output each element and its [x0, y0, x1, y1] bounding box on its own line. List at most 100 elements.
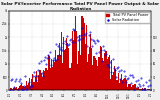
Bar [93, 56, 95, 90]
Bar [104, 52, 105, 90]
Bar [64, 50, 65, 90]
Bar [105, 51, 107, 90]
Bar [80, 55, 81, 90]
Bar [24, 87, 25, 90]
Bar [65, 49, 66, 90]
Bar [39, 70, 40, 90]
Bar [52, 67, 53, 90]
Bar [60, 55, 61, 90]
Bar [25, 86, 26, 90]
Bar [108, 57, 109, 90]
Bar [122, 80, 123, 90]
Bar [43, 70, 44, 90]
Bar [49, 56, 50, 90]
Bar [102, 58, 103, 90]
Bar [54, 62, 55, 90]
Bar [129, 84, 131, 90]
Bar [144, 88, 145, 90]
Bar [97, 66, 98, 90]
Bar [28, 83, 29, 90]
Bar [90, 34, 91, 90]
Bar [145, 88, 146, 90]
Bar [31, 79, 32, 90]
Bar [128, 84, 129, 90]
Bar [131, 87, 132, 90]
Bar [13, 88, 14, 90]
Bar [99, 57, 100, 90]
Bar [125, 78, 126, 90]
Bar [73, 40, 74, 90]
Bar [110, 79, 111, 90]
Bar [103, 61, 104, 90]
Bar [107, 59, 108, 90]
Bar [27, 85, 28, 90]
Bar [84, 23, 85, 90]
Bar [134, 84, 135, 90]
Bar [100, 46, 101, 90]
Bar [55, 50, 56, 90]
Bar [111, 60, 112, 90]
Bar [56, 60, 57, 90]
Bar [87, 62, 88, 90]
Bar [119, 83, 120, 90]
Bar [113, 72, 114, 90]
Bar [40, 70, 41, 90]
Bar [57, 55, 59, 90]
Bar [114, 66, 115, 90]
Bar [71, 63, 72, 90]
Bar [38, 75, 39, 90]
Bar [109, 55, 110, 90]
Bar [77, 64, 78, 90]
Bar [20, 85, 21, 90]
Bar [96, 60, 97, 90]
Bar [79, 35, 80, 90]
Bar [124, 78, 125, 90]
Bar [76, 30, 77, 90]
Bar [115, 69, 116, 90]
Bar [30, 86, 31, 90]
Bar [140, 89, 142, 90]
Bar [45, 68, 47, 90]
Bar [98, 57, 99, 90]
Legend: Total PV Panel Power, Solar Radiation: Total PV Panel Power, Solar Radiation [105, 12, 150, 23]
Bar [120, 79, 121, 90]
Bar [36, 71, 37, 90]
Bar [101, 47, 102, 90]
Bar [74, 30, 75, 90]
Bar [15, 88, 16, 90]
Bar [12, 89, 13, 90]
Bar [32, 74, 33, 90]
Bar [137, 88, 138, 90]
Bar [135, 84, 136, 90]
Title: Solar PV/Inverter Performance Total PV Panel Power Output & Solar Radiation: Solar PV/Inverter Performance Total PV P… [1, 2, 159, 11]
Bar [123, 79, 124, 90]
Bar [26, 81, 27, 90]
Bar [41, 73, 42, 90]
Bar [132, 85, 133, 90]
Bar [23, 86, 24, 90]
Bar [92, 64, 93, 90]
Bar [69, 68, 71, 90]
Bar [33, 82, 35, 90]
Bar [143, 89, 144, 90]
Bar [11, 88, 12, 90]
Bar [142, 88, 143, 90]
Bar [53, 60, 54, 90]
Bar [44, 72, 45, 90]
Bar [133, 85, 134, 90]
Bar [91, 48, 92, 90]
Bar [19, 86, 20, 90]
Bar [148, 89, 149, 90]
Bar [112, 75, 113, 90]
Bar [88, 54, 89, 90]
Bar [29, 78, 30, 90]
Bar [89, 47, 90, 90]
Bar [85, 44, 86, 90]
Bar [138, 87, 139, 90]
Bar [136, 88, 137, 90]
Bar [95, 58, 96, 90]
Bar [48, 56, 49, 90]
Bar [72, 31, 73, 90]
Bar [21, 84, 23, 90]
Bar [50, 68, 51, 90]
